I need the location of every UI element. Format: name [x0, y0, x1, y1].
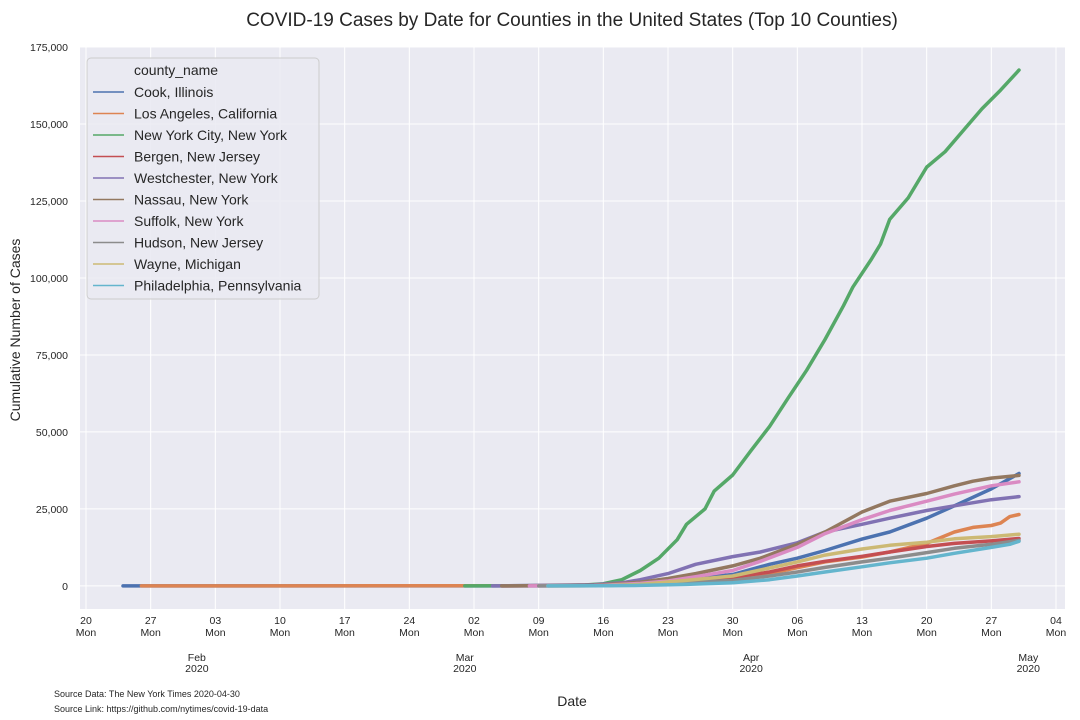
- x-tick-weekday-label: Mon: [76, 627, 97, 639]
- x-tick-weekday-label: Mon: [787, 627, 808, 639]
- x-tick-day-label: 06: [791, 615, 803, 627]
- month-tick-label: Mar: [456, 652, 475, 664]
- legend-entry: Bergen, New Jersey: [134, 149, 260, 165]
- source-link-note: Source Link: https://github.com/nytimes/…: [54, 704, 269, 714]
- series-line: [546, 539, 1021, 588]
- y-tick-label: 100,000: [30, 273, 68, 285]
- x-tick-day-label: 13: [856, 615, 868, 627]
- x-tick-day-label: 04: [1050, 615, 1062, 627]
- legend-entry: Los Angeles, California: [134, 106, 277, 122]
- x-tick-day-label: 30: [727, 615, 739, 627]
- x-tick-weekday-label: Mon: [852, 627, 873, 639]
- x-tick-day-label: 24: [403, 615, 415, 627]
- x-tick-day-label: 03: [209, 615, 221, 627]
- series-lines: [121, 68, 1021, 588]
- x-tick-day-label: 16: [597, 615, 609, 627]
- x-tick-day-label: 02: [468, 615, 480, 627]
- x-tick-day-label: 17: [339, 615, 351, 627]
- x-tick-day-label: 23: [662, 615, 674, 627]
- x-tick-day-label: 20: [921, 615, 933, 627]
- legend-entry: Philadelphia, Pennsylvania: [134, 278, 302, 294]
- x-axis-ticks: 20Mon27Mon03Mon10Mon17Mon24Mon02Mon09Mon…: [76, 615, 1067, 639]
- y-axis-label: Cumulative Number of Cases: [7, 239, 23, 422]
- x-tick-weekday-label: Mon: [205, 627, 226, 639]
- legend-title: county_name: [134, 62, 218, 78]
- y-tick-label: 150,000: [30, 119, 68, 131]
- y-tick-label: 125,000: [30, 196, 68, 208]
- series-line: [463, 68, 1021, 588]
- y-tick-label: 75,000: [36, 350, 68, 362]
- x-tick-weekday-label: Mon: [399, 627, 420, 639]
- x-tick-day-label: 27: [145, 615, 157, 627]
- x-tick-weekday-label: Mon: [464, 627, 485, 639]
- x-axis-label: Date: [557, 693, 587, 709]
- legend-entry: New York City, New York: [134, 127, 288, 143]
- x-tick-weekday-label: Mon: [528, 627, 549, 639]
- x-tick-weekday-label: Mon: [916, 627, 937, 639]
- x-tick-day-label: 27: [985, 615, 997, 627]
- legend-entry: Cook, Illinois: [134, 84, 213, 100]
- x-tick-day-label: 20: [80, 615, 92, 627]
- legend-entry: Suffolk, New York: [134, 213, 244, 229]
- year-tick-label: 2020: [1017, 663, 1041, 675]
- month-tick-label: Apr: [743, 652, 760, 664]
- legend: county_name Cook, Illinois Los Angeles, C…: [86, 57, 320, 300]
- y-tick-label: 0: [62, 581, 68, 593]
- year-tick-label: 2020: [739, 663, 763, 675]
- x-tick-weekday-label: Mon: [722, 627, 743, 639]
- source-data-note: Source Data: The New York Times 2020-04-…: [54, 689, 240, 699]
- x-tick-weekday-label: Mon: [270, 627, 291, 639]
- y-tick-label: 25,000: [36, 504, 68, 516]
- x-tick-weekday-label: Mon: [981, 627, 1002, 639]
- legend-entry: Nassau, New York: [134, 192, 249, 208]
- legend-entry: Westchester, New York: [134, 170, 279, 186]
- x-tick-weekday-label: Mon: [334, 627, 355, 639]
- year-tick-label: 2020: [185, 663, 209, 675]
- series-line: [499, 473, 1021, 588]
- month-tick-label: Feb: [188, 652, 206, 664]
- y-tick-label: 50,000: [36, 427, 68, 439]
- y-axis-ticks: 0 25,000 50,000 75,000 100,000 125,000 150,000…: [30, 42, 68, 593]
- grid-lines: [80, 46, 1065, 609]
- legend-entry: Hudson, New Jersey: [134, 235, 263, 251]
- y-tick-label: 175,000: [30, 42, 68, 54]
- month-tick-label: May: [1018, 652, 1039, 664]
- legend-box: [86, 57, 320, 300]
- x-tick-weekday-label: Mon: [140, 627, 161, 639]
- x-tick-weekday-label: Mon: [1046, 627, 1067, 639]
- x-tick-day-label: 10: [274, 615, 286, 627]
- x-tick-day-label: 09: [533, 615, 545, 627]
- x-tick-weekday-label: Mon: [658, 627, 679, 639]
- year-tick-label: 2020: [453, 663, 477, 675]
- chart-title: COVID-19 Cases by Date for Counties in t…: [246, 10, 898, 31]
- x-tick-weekday-label: Mon: [593, 627, 614, 639]
- legend-entry: Wayne, Michigan: [134, 256, 241, 272]
